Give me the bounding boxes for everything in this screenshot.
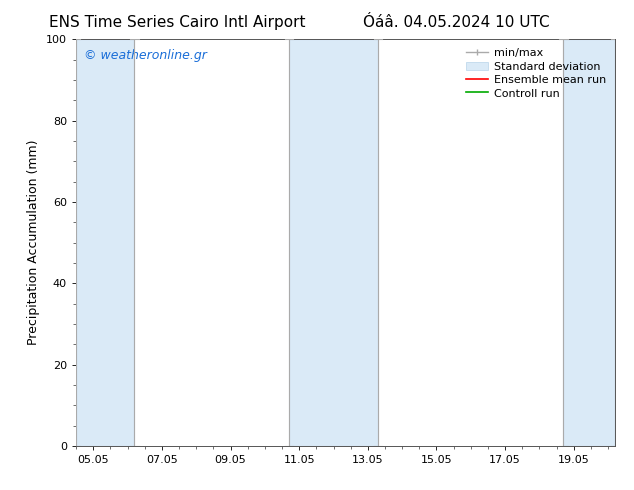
Text: Óáâ. 04.05.2024 10 UTC: Óáâ. 04.05.2024 10 UTC: [363, 15, 550, 30]
Text: ENS Time Series Cairo Intl Airport: ENS Time Series Cairo Intl Airport: [49, 15, 306, 30]
Bar: [76, 39, 134, 446]
Bar: [289, 39, 378, 446]
Text: © weatheronline.gr: © weatheronline.gr: [84, 49, 207, 62]
Legend: min/max, Standard deviation, Ensemble mean run, Controll run: min/max, Standard deviation, Ensemble me…: [463, 45, 609, 102]
Y-axis label: Precipitation Accumulation (mm): Precipitation Accumulation (mm): [27, 140, 41, 345]
Bar: [564, 39, 615, 446]
